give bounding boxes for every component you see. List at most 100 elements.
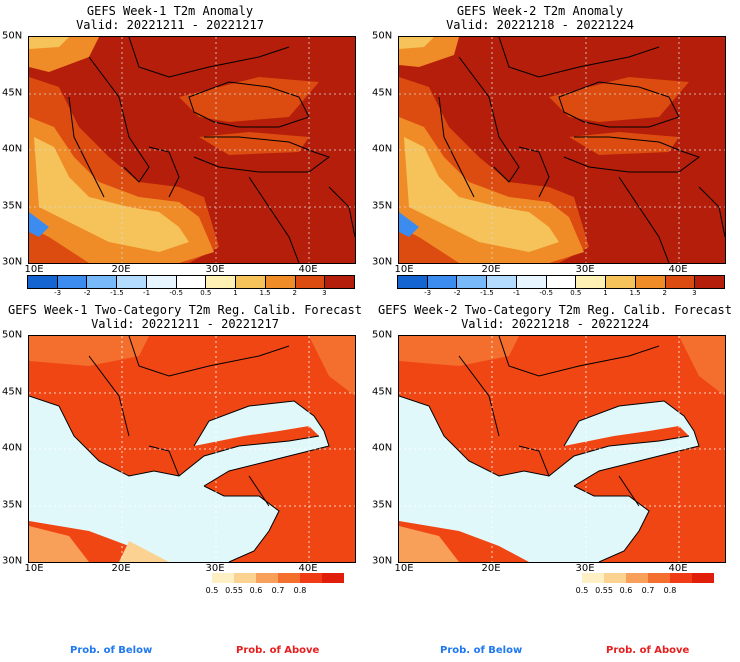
lat-label-40N: 40N bbox=[2, 143, 23, 155]
anomaly-colorbar-tick-label: 1.5 bbox=[259, 289, 271, 297]
lon-label-10E: 10E bbox=[24, 264, 44, 275]
anomaly-colorbar-swatch bbox=[146, 276, 177, 288]
lon-label-20E: 20E bbox=[481, 264, 501, 275]
panel-3-valid-text: Valid: 20221211 - 20221217 bbox=[91, 317, 279, 331]
lat-label-30N: 30N bbox=[372, 555, 393, 567]
map-week2-anomaly-svg bbox=[399, 37, 725, 263]
anomaly-colorbar-2 bbox=[398, 276, 725, 288]
lat-label-45N: 45N bbox=[372, 87, 393, 98]
prob-below-label-2: Prob. of Below bbox=[440, 645, 523, 656]
anomaly-colorbar-swatch bbox=[398, 276, 428, 288]
prob-colorbar-swatch bbox=[670, 573, 692, 583]
prob-colorbar-tick-label: 0.5 bbox=[205, 586, 219, 595]
lon-label-40E: 40E bbox=[668, 563, 688, 574]
lon-label-30E: 30E bbox=[205, 264, 225, 275]
anomaly-colorbar-tick-label: 1 bbox=[603, 289, 608, 297]
panel-2-valid-text: Valid: 20221218 - 20221224 bbox=[446, 18, 634, 32]
prob-colorbar-swatch bbox=[648, 573, 670, 583]
prob-colorbar-2 bbox=[582, 573, 714, 583]
lon-label-30E: 30E bbox=[205, 563, 225, 574]
lat-label-30N: 30N bbox=[2, 256, 23, 268]
anomaly-colorbar-tick-label: -1 bbox=[513, 289, 521, 297]
anomaly-colorbar-swatch bbox=[695, 276, 725, 288]
anomaly-colorbar-swatch bbox=[28, 276, 58, 288]
lon-label-10E: 10E bbox=[24, 563, 44, 574]
prob-colorbar-tick-label: 0.6 bbox=[619, 586, 633, 595]
anomaly-colorbar-swatch bbox=[606, 276, 636, 288]
prob-colorbar-tick-label: 0.8 bbox=[663, 586, 677, 595]
anomaly-colorbar-swatch bbox=[87, 276, 118, 288]
prob-below-label-1: Prob. of Below bbox=[70, 645, 153, 656]
lon-label-20E: 20E bbox=[111, 563, 131, 574]
lat-label-50N: 50N bbox=[2, 329, 23, 341]
prob-colorbar-swatch bbox=[604, 573, 626, 583]
prob-colorbar-swatch bbox=[582, 573, 604, 583]
prob-colorbar-swatch bbox=[256, 573, 278, 583]
anomaly-colorbar-tick-label: -2 bbox=[453, 289, 461, 297]
prob-colorbar-swatch bbox=[692, 573, 714, 583]
lat-label-45N: 45N bbox=[2, 386, 23, 397]
lon-label-40E: 40E bbox=[668, 264, 688, 275]
anomaly-colorbar-tick-label: 1.5 bbox=[629, 289, 641, 297]
lon-label-10E: 10E bbox=[394, 563, 414, 574]
lat-label-50N: 50N bbox=[2, 30, 23, 42]
anomaly-colorbar-tick-label: -3 bbox=[54, 289, 62, 297]
lat-label-40N: 40N bbox=[372, 442, 393, 454]
anomaly-colorbar-swatch bbox=[635, 276, 666, 288]
panel-3-title: GEFS Week-1 Two-Category T2m Reg. Calib.… bbox=[0, 303, 370, 331]
panel-1-title-text: GEFS Week-1 T2m Anomaly bbox=[86, 4, 254, 18]
anomaly-colorbar-1 bbox=[28, 276, 355, 288]
prob-above-label-1: Prob. of Above bbox=[236, 645, 320, 656]
prob-colorbar-tick-label: 0.55 bbox=[595, 586, 613, 595]
lat-label-35N: 35N bbox=[2, 200, 23, 211]
panel-4-valid-text: Valid: 20221218 - 20221224 bbox=[461, 317, 649, 331]
anomaly-colorbar-tick-label: 0.5 bbox=[200, 289, 212, 297]
anomaly-colorbar-swatch bbox=[206, 276, 237, 288]
anomaly-colorbar-tick-label: 3 bbox=[692, 289, 697, 297]
anomaly-colorbar-tick-label: 0.5 bbox=[570, 289, 582, 297]
lon-label-30E: 30E bbox=[575, 563, 595, 574]
anomaly-colorbar-swatch bbox=[176, 276, 207, 288]
anomaly-colorbar-swatch bbox=[516, 276, 547, 288]
lat-label-40N: 40N bbox=[372, 143, 393, 155]
prob-colorbar-swatch bbox=[234, 573, 256, 583]
prob-above-label-2: Prob. of Above bbox=[606, 645, 690, 656]
anomaly-colorbar-tick-label: -0.5 bbox=[539, 289, 554, 297]
anomaly-colorbar-swatch bbox=[325, 276, 355, 288]
lon-label-10E: 10E bbox=[394, 264, 414, 275]
anomaly-colorbar-tick-label: -1.5 bbox=[110, 289, 124, 297]
prob-colorbar-1 bbox=[212, 573, 344, 583]
map-week2-probability-svg bbox=[399, 336, 725, 562]
lat-label-35N: 35N bbox=[2, 499, 23, 510]
anomaly-colorbar-swatch bbox=[236, 276, 266, 288]
panel-2-title-text: GEFS Week-2 T2m Anomaly bbox=[456, 4, 624, 18]
prob-colorbar-tick-label: 0.5 bbox=[575, 586, 589, 595]
anomaly-colorbar-tick-label: 2 bbox=[662, 289, 667, 297]
prob-colorbar-tick-label: 0.7 bbox=[271, 586, 285, 595]
lat-label-50N: 50N bbox=[372, 329, 393, 341]
lon-label-20E: 20E bbox=[111, 264, 131, 275]
prob-colorbar-swatch bbox=[278, 573, 300, 583]
prob-colorbar-swatch bbox=[322, 573, 344, 583]
lat-label-35N: 35N bbox=[372, 200, 393, 211]
anomaly-colorbar-swatch bbox=[457, 276, 488, 288]
panel-2-title: GEFS Week-2 T2m Anomaly Valid: 20221218 … bbox=[370, 4, 710, 32]
panel-1-title: GEFS Week-1 T2m Anomaly Valid: 20221211 … bbox=[0, 4, 340, 32]
anomaly-colorbar-tick-label: 2 bbox=[292, 289, 297, 297]
anomaly-colorbar-tick-label: -3 bbox=[424, 289, 432, 297]
anomaly-colorbar-swatch bbox=[57, 276, 88, 288]
anomaly-colorbar-tick-label: 3 bbox=[322, 289, 327, 297]
prob-colorbar-tick-label: 0.6 bbox=[249, 586, 263, 595]
anomaly-colorbar-swatch bbox=[546, 276, 577, 288]
anomaly-colorbar-swatch bbox=[117, 276, 147, 288]
panel-1-valid-text: Valid: 20221211 - 20221217 bbox=[76, 18, 264, 32]
lon-label-30E: 30E bbox=[575, 264, 595, 275]
anomaly-colorbar-swatch bbox=[295, 276, 326, 288]
anomaly-colorbar-2-border bbox=[397, 275, 725, 289]
prob-colorbar-tick-label: 0.7 bbox=[641, 586, 655, 595]
anomaly-colorbar-swatch bbox=[427, 276, 458, 288]
prob-colorbar-tick-label: 0.55 bbox=[225, 586, 243, 595]
lat-label-30N: 30N bbox=[372, 256, 393, 268]
prob-colorbar-swatch bbox=[212, 573, 234, 583]
lon-label-40E: 40E bbox=[298, 563, 318, 574]
